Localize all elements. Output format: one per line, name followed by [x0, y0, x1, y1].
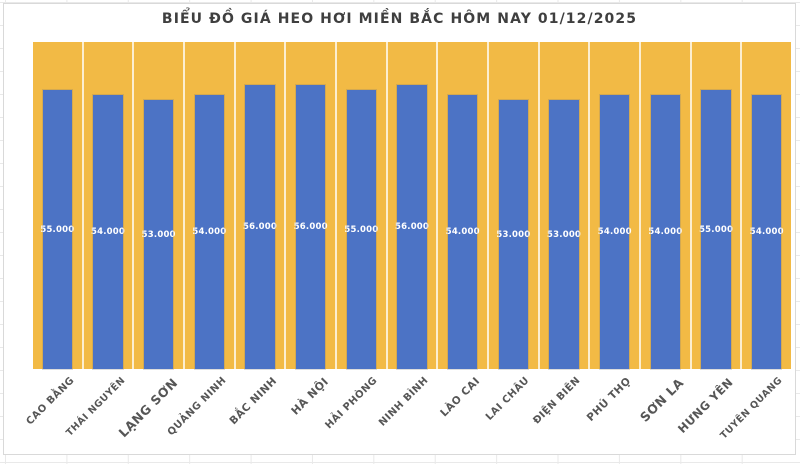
bar: 55.000 [699, 89, 734, 370]
bar: 53.000 [141, 99, 176, 370]
category-slot: 56.000 [388, 42, 439, 370]
category-slot: 53.000 [540, 42, 591, 370]
bar-value-label: 54.000 [597, 227, 632, 237]
bar-value-label: 53.000 [141, 229, 176, 240]
bar-value-label: 56.000 [293, 222, 328, 232]
bar: 56.000 [293, 84, 328, 370]
category-slot: 54.000 [185, 42, 236, 370]
bar-value-label: 55.000 [699, 224, 734, 235]
bar-value-label: 54.000 [192, 227, 227, 237]
bar-value-label: 54.000 [749, 227, 784, 237]
x-axis-label: CAO BẰNG [24, 375, 78, 428]
chart-title: BIỂU ĐỒ GIÁ HEO HƠI MIỀN BẮC HÔM NAY 01/… [161, 11, 638, 27]
bar-value-label: 54.000 [91, 227, 126, 237]
category-slot: 56.000 [286, 42, 338, 370]
bar-value-label: 53.000 [547, 229, 582, 240]
category-slot: 54.000 [84, 42, 135, 370]
bar: 55.000 [344, 89, 379, 370]
bar-value-label: 56.000 [395, 222, 430, 232]
bar: 54.000 [91, 94, 126, 370]
bar: 53.000 [547, 99, 582, 370]
bar-value-label: 56.000 [243, 222, 278, 232]
category-slot: 53.000 [134, 42, 186, 370]
category-slot: 55.000 [692, 42, 743, 370]
bar: 54.000 [749, 94, 784, 370]
category-slot: 54.000 [438, 42, 490, 370]
category-slot: 54.000 [742, 42, 791, 370]
bar-value-label: 55.000 [40, 224, 75, 235]
bar: 54.000 [648, 94, 683, 370]
bar: 56.000 [395, 84, 430, 370]
x-axis-labels: CAO BẰNG THÁI NGUYÊN LẠNG SƠN QUẢNG NINH BẮC… [4, 375, 795, 459]
bar: 54.000 [192, 94, 227, 370]
bar: 54.000 [445, 94, 480, 370]
category-slot: 54.000 [590, 42, 642, 370]
bar-value-label: 54.000 [445, 227, 480, 237]
bar-value-label: 53.000 [496, 229, 531, 240]
bar: 54.000 [597, 94, 632, 370]
category-slot: 53.000 [489, 42, 540, 370]
plot-area: 55.000 54.000 53.000 54.000 56.000 56.000 55.0… [33, 42, 791, 370]
bar-value-label: 55.000 [344, 224, 379, 235]
bar: 55.000 [40, 89, 75, 370]
category-slot: 55.000 [337, 42, 388, 370]
category-slot: 55.000 [33, 42, 84, 370]
bar: 53.000 [496, 99, 531, 370]
bar-value-label: 54.000 [648, 227, 683, 237]
chart-card[interactable]: BIỂU ĐỒ GIÁ HEO HƠI MIỀN BẮC HÔM NAY 01/… [3, 3, 796, 455]
category-slot: 54.000 [641, 42, 692, 370]
bar: 56.000 [243, 84, 278, 370]
category-slot: 56.000 [236, 42, 287, 370]
